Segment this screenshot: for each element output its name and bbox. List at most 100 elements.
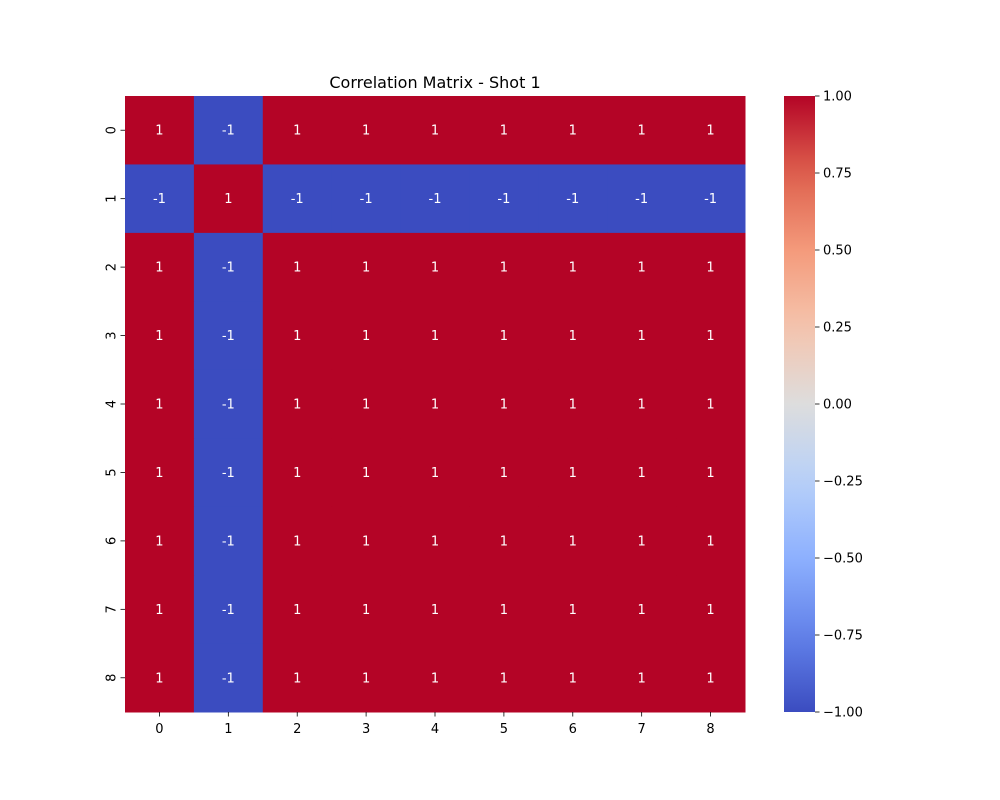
heatmap-cell-r8-c1 — [193, 643, 264, 713]
heatmap-cell-r2-c0 — [125, 232, 195, 302]
x-tick-label: 4 — [431, 722, 439, 737]
cell-value-label: -1 — [222, 466, 235, 481]
heatmap-cell-r7-c6 — [538, 575, 608, 645]
cell-value-label: 1 — [500, 329, 508, 344]
cell-value-label: -1 — [222, 124, 235, 139]
heatmap-cell-r0-c4 — [400, 96, 470, 165]
heatmap-cell-r1-c6 — [538, 164, 608, 234]
cell-value-label: 1 — [362, 329, 370, 344]
cell-value-label: -1 — [153, 192, 166, 207]
cell-value-label: 1 — [706, 329, 714, 344]
cell-value-label: 1 — [706, 603, 714, 618]
heatmap-cell-r0-c3 — [331, 96, 402, 165]
cell-value-label: 1 — [155, 671, 163, 686]
heatmap-cell-r4-c2 — [262, 369, 333, 439]
cell-value-label: 1 — [293, 603, 301, 618]
heatmap-cell-r2-c5 — [469, 232, 539, 302]
heatmap-cell-r4-c3 — [331, 369, 402, 439]
heatmap-cell-r3-c6 — [538, 301, 608, 371]
heatmap-cell-r1-c5 — [469, 164, 539, 234]
y-tick-label: 3 — [105, 331, 120, 339]
cell-value-label: 1 — [500, 466, 508, 481]
heatmap-cell-r2-c6 — [538, 232, 608, 302]
y-tick-label: 0 — [105, 126, 120, 134]
y-tick-label: 4 — [105, 400, 120, 408]
cell-value-label: 1 — [500, 534, 508, 549]
cell-value-label: 1 — [638, 124, 646, 139]
cell-value-label: 1 — [362, 398, 370, 413]
y-tick-label: 6 — [105, 537, 120, 545]
cell-value-label: 1 — [500, 398, 508, 413]
cell-value-label: 1 — [706, 534, 714, 549]
cell-value-label: -1 — [222, 329, 235, 344]
cell-value-label: 1 — [500, 261, 508, 276]
cell-value-label: 1 — [500, 603, 508, 618]
cell-value-label: 1 — [293, 124, 301, 139]
cell-value-label: 1 — [155, 329, 163, 344]
cell-value-label: 1 — [569, 261, 577, 276]
heatmap-cell-r4-c8 — [676, 369, 746, 439]
heatmap-cell-r5-c4 — [400, 438, 470, 508]
heatmap-cell-r2-c4 — [400, 232, 470, 302]
cell-value-label: 1 — [224, 192, 232, 207]
heatmap-cell-r0-c1 — [193, 96, 264, 165]
heatmap-cell-r6-c4 — [400, 506, 470, 576]
cell-value-label: 1 — [293, 398, 301, 413]
cell-value-label: -1 — [429, 192, 442, 207]
heatmap-cell-r6-c6 — [538, 506, 608, 576]
heatmap-cell-r2-c1 — [193, 232, 264, 302]
heatmap-cell-r0-c5 — [469, 96, 539, 165]
cell-value-label: 1 — [706, 398, 714, 413]
heatmap-cell-r2-c3 — [331, 232, 402, 302]
cell-value-label: 1 — [500, 124, 508, 139]
heatmap-cell-r6-c7 — [607, 506, 677, 576]
cell-value-label: 1 — [638, 603, 646, 618]
cell-value-label: 1 — [362, 124, 370, 139]
cell-value-label: 1 — [155, 261, 163, 276]
cell-value-label: 1 — [569, 603, 577, 618]
x-tick-label: 0 — [155, 722, 163, 737]
cell-value-label: -1 — [222, 398, 235, 413]
chart-title: Correlation Matrix - Shot 1 — [329, 73, 540, 92]
heatmap-cell-r6-c8 — [676, 506, 746, 576]
x-tick-label: 7 — [638, 722, 646, 737]
cell-value-label: 1 — [569, 466, 577, 481]
cell-value-label: 1 — [569, 398, 577, 413]
heatmap-cell-r7-c4 — [400, 575, 470, 645]
heatmap-cell-r1-c0 — [125, 164, 195, 234]
heatmap-cell-r0-c8 — [676, 96, 746, 165]
heatmap-cell-r2-c8 — [676, 232, 746, 302]
cell-value-label: -1 — [222, 534, 235, 549]
cell-value-label: 1 — [638, 671, 646, 686]
y-tick-label: 8 — [105, 674, 120, 682]
heatmap-cell-r1-c2 — [262, 164, 333, 234]
cell-value-label: 1 — [569, 124, 577, 139]
heatmap-cell-r5-c6 — [538, 438, 608, 508]
heatmap-cell-r7-c0 — [125, 575, 195, 645]
heatmap-cell-r2-c7 — [607, 232, 677, 302]
cell-value-label: -1 — [566, 192, 579, 207]
heatmap-cell-r1-c4 — [400, 164, 470, 234]
heatmap-cell-r3-c1 — [193, 301, 264, 371]
colorbar-tick-label: −0.50 — [823, 552, 863, 567]
colorbar-tick-label: −0.25 — [823, 475, 863, 490]
cell-value-label: 1 — [293, 329, 301, 344]
cell-value-label: 1 — [638, 534, 646, 549]
cell-value-label: -1 — [291, 192, 304, 207]
heatmap-cell-r5-c0 — [125, 438, 195, 508]
x-tick-label: 8 — [706, 722, 714, 737]
heatmap-cell-r1-c1 — [193, 164, 264, 234]
cell-value-label: 1 — [638, 329, 646, 344]
cell-value-label: 1 — [431, 671, 439, 686]
heatmap-cell-r4-c6 — [538, 369, 608, 439]
heatmap-cell-r1-c7 — [607, 164, 677, 234]
heatmap-cell-r8-c5 — [469, 643, 539, 713]
heatmap-cell-r7-c7 — [607, 575, 677, 645]
heatmap-cell-r4-c0 — [125, 369, 195, 439]
heatmap-cell-r2-c2 — [262, 232, 333, 302]
heatmap-cell-r1-c8 — [676, 164, 746, 234]
cell-value-label: 1 — [293, 261, 301, 276]
heatmap-cell-r3-c4 — [400, 301, 470, 371]
